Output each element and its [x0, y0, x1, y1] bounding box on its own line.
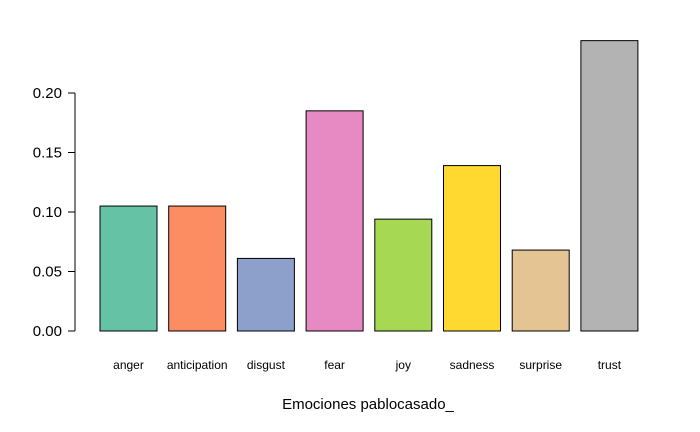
bar-anger	[99, 205, 158, 332]
bar-trust	[580, 40, 639, 332]
bar-fear	[305, 110, 364, 332]
x-tick-label-sadness: sadness	[450, 358, 495, 372]
x-axis-title: Emociones pablocasado_	[282, 396, 454, 413]
x-tick-label-anticipation: anticipation	[167, 358, 228, 372]
x-tick-label-anger: anger	[113, 358, 144, 372]
bar-sadness	[443, 165, 501, 332]
x-tick-label-joy: joy	[395, 358, 411, 372]
y-tick-label: 0.10	[33, 204, 62, 221]
y-tick-label: 0.15	[33, 145, 62, 162]
bar-joy	[374, 218, 433, 332]
bar-disgust	[236, 257, 295, 332]
x-tick-label-surprise: surprise	[519, 358, 562, 372]
x-axis-labels: anger anticipation disgust fear joy sadness su…	[113, 358, 622, 372]
y-tick-label: 0.00	[33, 323, 62, 340]
x-tick-label-disgust: disgust	[247, 358, 286, 372]
y-axis: 0.00 0.05 0.10 0.15 0.20	[33, 85, 76, 340]
y-tick-label: 0.20	[33, 85, 62, 102]
y-tick-label: 0.05	[33, 264, 62, 281]
x-tick-label-trust: trust	[598, 358, 622, 372]
bars	[99, 40, 639, 332]
bar-surprise	[511, 249, 570, 332]
x-tick-label-fear: fear	[324, 358, 345, 372]
bar-anticipation	[168, 205, 227, 332]
